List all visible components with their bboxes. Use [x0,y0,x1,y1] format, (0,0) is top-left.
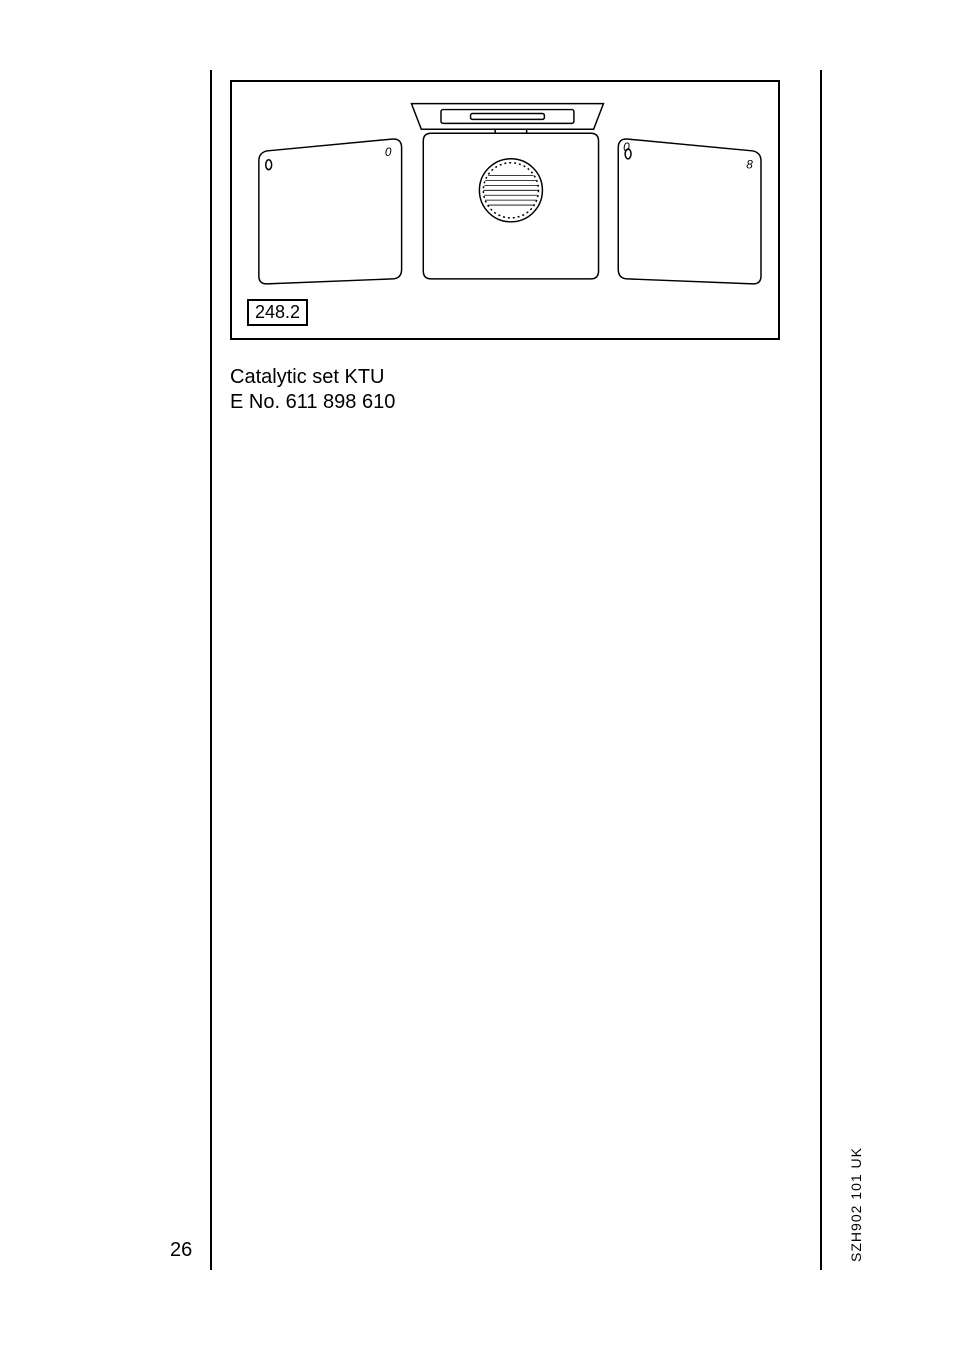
figure-caption: Catalytic set KTU E No. 611 898 610 [230,365,395,415]
page-number: 26 [170,1239,192,1262]
right-rule [820,70,822,1270]
left-panel-screw-label: 0 [385,145,392,159]
side-code: SZH902 101 UK [848,1147,864,1262]
left-panel: 0 [259,139,402,284]
top-vent [411,104,603,130]
center-panel [423,129,598,279]
oven-panels-diagram: 0 0 8 [232,82,778,338]
figure-number: 248.2 [247,299,308,326]
figure-box: 0 0 8 248.2 [230,80,780,340]
caption-line-1: Catalytic set KTU [230,365,395,390]
right-panel-screw-label-left: 0 [623,140,630,154]
right-panel-screw-label-right: 8 [746,158,753,172]
caption-line-2: E No. 611 898 610 [230,390,395,415]
right-panel: 0 8 [618,139,761,284]
